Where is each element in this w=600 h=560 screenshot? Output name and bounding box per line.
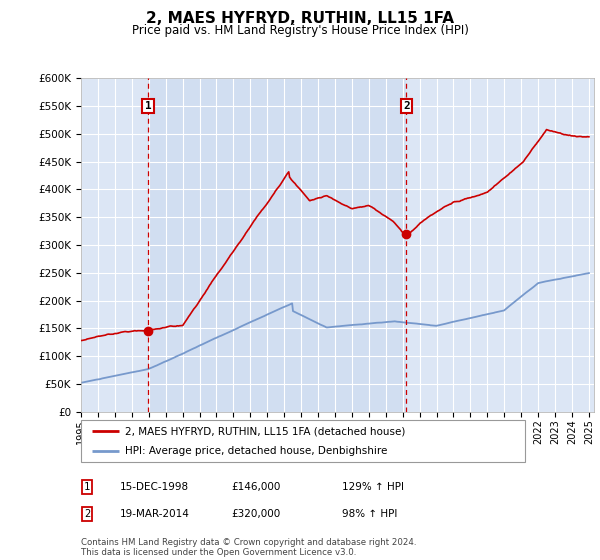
Text: 2, MAES HYFRYD, RUTHIN, LL15 1FA (detached house): 2, MAES HYFRYD, RUTHIN, LL15 1FA (detach… (125, 426, 406, 436)
Text: 129% ↑ HPI: 129% ↑ HPI (342, 482, 404, 492)
Text: £320,000: £320,000 (231, 509, 280, 519)
Text: 98% ↑ HPI: 98% ↑ HPI (342, 509, 397, 519)
Text: 2: 2 (84, 509, 90, 519)
Text: HPI: Average price, detached house, Denbighshire: HPI: Average price, detached house, Denb… (125, 446, 388, 456)
Bar (148, 78, 406, 412)
Text: 2: 2 (403, 101, 410, 111)
Text: £146,000: £146,000 (231, 482, 280, 492)
Text: Contains HM Land Registry data © Crown copyright and database right 2024.
This d: Contains HM Land Registry data © Crown c… (81, 538, 416, 557)
Text: 15-DEC-1998: 15-DEC-1998 (120, 482, 189, 492)
Text: 1: 1 (145, 101, 151, 111)
Text: 19-MAR-2014: 19-MAR-2014 (120, 509, 190, 519)
Text: Price paid vs. HM Land Registry's House Price Index (HPI): Price paid vs. HM Land Registry's House … (131, 24, 469, 36)
FancyBboxPatch shape (81, 420, 525, 462)
Text: 1: 1 (84, 482, 90, 492)
Text: 2, MAES HYFRYD, RUTHIN, LL15 1FA: 2, MAES HYFRYD, RUTHIN, LL15 1FA (146, 11, 454, 26)
